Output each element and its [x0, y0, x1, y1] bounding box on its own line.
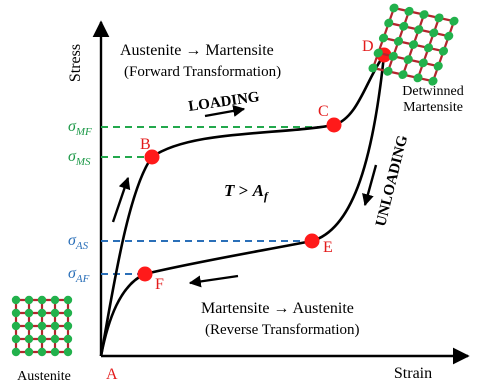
forward-transformation-subtitle: (Forward Transformation) [124, 64, 281, 80]
point-b-marker [144, 149, 160, 165]
point-c-marker [326, 117, 342, 133]
detwinned-martensite-lattice-illustration [368, 3, 459, 86]
point-a-label: A [106, 366, 118, 383]
unloading-arrow-down [362, 164, 378, 207]
x-axis-label: Strain [394, 365, 432, 382]
point-d-label: D [362, 38, 374, 55]
detwinned-martensite-label-line2: Martensite [403, 100, 463, 115]
austenite-lattice-label: Austenite [17, 369, 71, 384]
austenite-lattice-illustration [11, 295, 73, 357]
point-e-marker [304, 233, 320, 249]
point-f-label: F [155, 276, 164, 293]
point-e-label: E [323, 239, 333, 256]
point-f-marker [137, 266, 153, 282]
point-c-label: C [318, 103, 329, 120]
unloading-arrow-left [188, 274, 239, 288]
sigma-af-label: σAF [68, 265, 90, 285]
loading-curve [99, 54, 386, 357]
y-axis-label: Stress [67, 44, 84, 82]
key-points [137, 47, 392, 282]
stress-level-lines [101, 126, 334, 275]
sigma-as-label: σAS [68, 232, 89, 252]
detwinned-martensite-label-line1: Detwinned [402, 84, 463, 99]
sigma-ms-label: σMS [68, 148, 91, 168]
reverse-transformation-subtitle: (Reverse Transformation) [205, 322, 360, 338]
unloading-label: UNLOADING [373, 133, 411, 228]
loading-arrow-elastic [111, 176, 131, 223]
loading-label: LOADING [187, 89, 261, 115]
temperature-condition: T > Af [224, 181, 269, 203]
sigma-mf-label: σMF [68, 118, 92, 138]
unloading-curve [99, 54, 386, 357]
point-b-label: B [140, 136, 151, 153]
forward-transformation-title: Austenite → Martensite [120, 42, 274, 59]
reverse-transformation-title: Martensite → Austenite [201, 300, 354, 317]
loading-arrow-plateau [204, 105, 246, 118]
